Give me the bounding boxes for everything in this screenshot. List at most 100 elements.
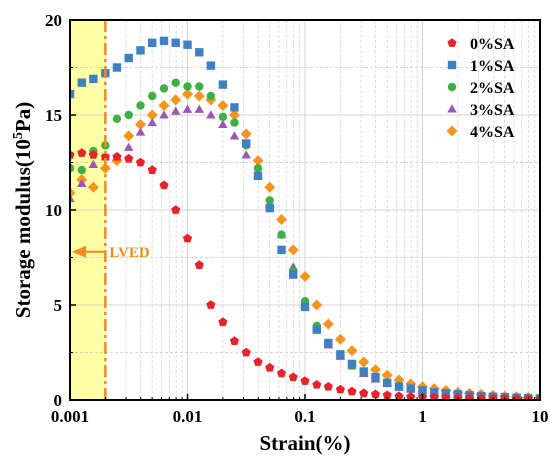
data-point: [441, 393, 451, 400]
legend-label: 3%SA: [470, 102, 515, 119]
data-point: [299, 271, 311, 282]
data-point: [288, 372, 298, 382]
data-point: [77, 78, 86, 87]
y-axis-title-exponent: 5: [11, 132, 26, 139]
data-point: [383, 378, 392, 388]
data-point: [336, 350, 345, 359]
data-point: [70, 193, 75, 203]
legend-marker: [447, 82, 457, 92]
x-axis-title: Strain(%): [260, 431, 351, 455]
data-point: [277, 245, 286, 255]
data-point: [206, 300, 216, 309]
data-point: [171, 78, 180, 87]
data-point: [135, 127, 146, 136]
legend: 0%SA 1%SA 2%SA 3%SA 4%SA: [446, 36, 515, 141]
data-point: [89, 74, 98, 84]
y-axis-title: Storage modulus(105Pa): [11, 102, 35, 318]
data-point: [148, 91, 157, 101]
x-tick-label: 0.1: [294, 407, 315, 426]
data-point: [265, 203, 274, 213]
data-point: [252, 155, 264, 167]
data-point: [453, 393, 463, 400]
y-tick-label: 15: [45, 106, 62, 125]
lved-annotation: LVED: [72, 20, 150, 400]
data-point: [112, 152, 122, 161]
data-point: [217, 100, 229, 111]
x-tick-label: 0.001: [51, 407, 89, 426]
data-point: [136, 101, 145, 110]
data-point: [276, 214, 287, 225]
data-point: [218, 119, 228, 129]
data-point: [159, 36, 169, 46]
data-point: [148, 38, 157, 47]
data-point: [159, 84, 169, 93]
data-point: [430, 388, 439, 397]
legend-label: 4%SA: [470, 124, 515, 141]
data-point: [277, 230, 286, 239]
y-axis-title-main: Storage modulus(10: [11, 139, 35, 318]
data-point: [158, 100, 170, 111]
data-point: [195, 82, 204, 91]
data-point: [147, 165, 157, 174]
data-point: [218, 317, 228, 326]
data-point: [322, 318, 334, 330]
data-point: [100, 152, 110, 161]
data-point: [124, 53, 133, 63]
data-point: [77, 148, 87, 157]
legend-marker: [447, 38, 457, 47]
x-tick-label: 0.01: [173, 407, 203, 426]
data-point: [147, 117, 157, 127]
data-point: [218, 112, 228, 122]
data-point: [182, 104, 193, 113]
data-point: [429, 392, 439, 400]
data-point: [170, 94, 182, 106]
data-point: [112, 114, 122, 124]
y-tick-label: 0: [54, 391, 63, 410]
data-point: [193, 90, 205, 102]
data-point: [170, 106, 181, 115]
data-point: [253, 357, 263, 366]
y-tick-label: 20: [45, 11, 62, 30]
lved-label: LVED: [109, 245, 149, 261]
data-point: [194, 260, 204, 269]
data-point: [418, 386, 427, 395]
data-point: [123, 130, 135, 142]
data-point: [359, 367, 368, 376]
legend-marker: [447, 104, 457, 113]
data-point: [70, 89, 75, 99]
data-point: [229, 336, 240, 345]
data-point: [159, 180, 169, 190]
data-point: [159, 110, 169, 119]
legend-label: 1%SA: [470, 58, 515, 75]
data-point: [394, 382, 404, 391]
data-point: [70, 150, 75, 159]
x-tick-label: 1: [418, 407, 427, 426]
data-point: [241, 347, 251, 357]
data-point: [182, 88, 193, 100]
data-point: [312, 325, 321, 334]
data-series: [70, 36, 540, 400]
data-point: [88, 150, 98, 159]
legend-marker: [446, 125, 458, 137]
data-point: [241, 150, 251, 159]
y-tick-label: 5: [54, 296, 63, 315]
data-point: [171, 205, 181, 214]
data-point: [535, 394, 540, 400]
data-point: [370, 389, 381, 399]
data-point: [182, 233, 193, 243]
legend-marker: [447, 60, 457, 70]
data-point: [183, 82, 192, 91]
legend-label: 0%SA: [470, 36, 515, 53]
data-point: [134, 119, 146, 130]
data-point: [381, 369, 393, 381]
data-point: [124, 153, 134, 163]
data-point: [488, 393, 498, 400]
data-point: [394, 391, 404, 400]
grid-lines: [70, 20, 540, 400]
data-point: [264, 181, 276, 193]
lved-arrow-head: [72, 245, 86, 258]
data-point: [70, 164, 75, 173]
data-point: [406, 391, 416, 400]
data-point: [240, 128, 252, 140]
